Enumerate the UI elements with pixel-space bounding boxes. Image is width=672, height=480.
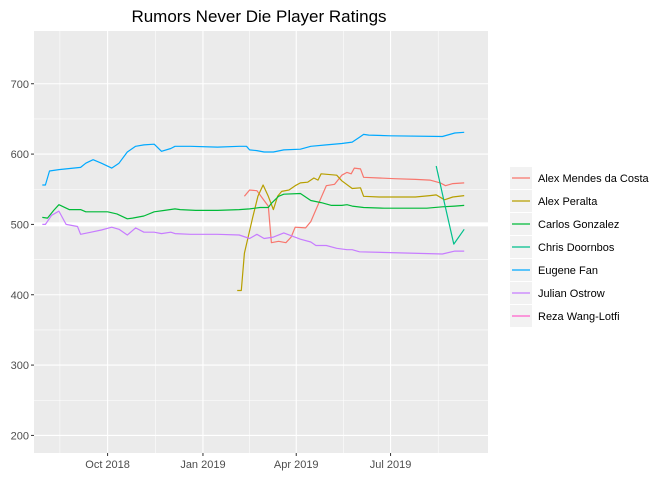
- legend-label: Chris Doornbos: [538, 242, 615, 254]
- legend-label: Carlos Gonzalez: [538, 219, 619, 231]
- y-tick-label: 500: [11, 219, 29, 231]
- plot-panel: [34, 31, 488, 453]
- x-tick-label: Apr 2019: [274, 459, 319, 471]
- gridlines: [34, 31, 672, 453]
- series-line: [42, 192, 465, 220]
- y-tick-label: 300: [11, 360, 29, 372]
- series-line: [243, 167, 465, 244]
- legend-background: [510, 167, 660, 328]
- chart-title: Rumors Never Die Player Ratings: [131, 7, 386, 26]
- legend-label: Alex Mendes da Costa: [538, 173, 650, 185]
- legend-label: Julian Ostrow: [538, 288, 605, 300]
- legend-label: Eugene Fan: [538, 265, 598, 277]
- y-tick-label: 200: [11, 430, 29, 442]
- axes: 200 300 400 500 600 700 Oct 2018 Jan 2019 Apr 20…: [11, 79, 412, 471]
- y-tick-label: 400: [11, 290, 29, 302]
- legend-label: Reza Wang-Lotfi: [538, 311, 620, 323]
- x-tick-label: Jan 2019: [180, 459, 225, 471]
- x-tick-label: Oct 2018: [85, 459, 130, 471]
- y-tick-label: 700: [11, 79, 29, 91]
- y-tick-label: 600: [11, 149, 29, 161]
- legend: Alex Mendes da Costa Alex Peralta Carlos G…: [510, 167, 660, 328]
- series-line: [42, 210, 465, 255]
- x-tick-label: Jul 2019: [370, 459, 412, 471]
- legend-label: Alex Peralta: [538, 196, 598, 208]
- series-line: [237, 173, 465, 292]
- series-lines: [42, 131, 465, 292]
- series-line: [435, 165, 465, 245]
- series-line: [42, 131, 465, 186]
